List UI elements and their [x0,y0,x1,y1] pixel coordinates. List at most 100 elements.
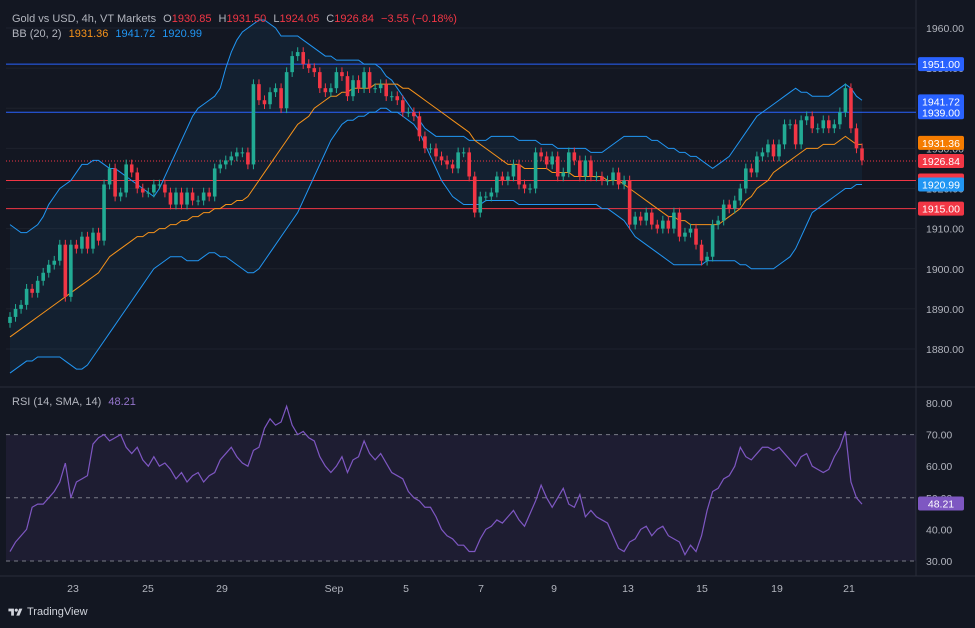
candle-body [744,168,748,189]
candle-body [688,228,693,233]
candle-body [738,188,743,201]
candle-body [821,120,826,129]
bb-mid-line [9,83,862,338]
candle-body [782,124,787,145]
candle-body [107,168,112,185]
rsi-tick-label: 70.00 [926,430,952,442]
candle-body [345,76,350,97]
candle-body [605,180,610,182]
candle-body [318,72,322,89]
candle-body [677,212,682,237]
candle-body [212,168,217,197]
candle-body [417,116,422,137]
candle-body [163,184,167,193]
time-tick-label: 21 [843,583,855,595]
level-tag-1939.00-bg [918,105,964,120]
candle-body [168,192,173,205]
rsi-line [9,404,863,557]
price-tick-label: 1960.00 [926,23,964,35]
candle-body [788,124,792,126]
candle-body [323,88,328,93]
candle-body [295,52,300,57]
candle-body [240,152,245,154]
candle-body [185,192,189,205]
time-tick-label: 13 [622,583,634,595]
candle-body [594,176,599,178]
price-tag-1941.72-bg [918,94,964,109]
candle-body [235,152,239,157]
rsi-tick-label: 30.00 [926,556,952,568]
candle-body [251,84,256,165]
candle-body [306,64,311,69]
candle-body [760,152,765,157]
price-tick-label: 1890.00 [926,304,964,316]
tradingview-logo-icon [8,608,23,616]
candle-body [373,88,377,90]
candle-body [74,244,79,249]
candle-body [705,256,709,261]
candle-body [661,220,665,229]
candle-body [19,304,23,309]
candle-body [135,172,140,189]
candle-body [544,156,549,165]
tradingview-logo[interactable]: TradingView [8,606,88,618]
candle-body [672,212,676,229]
price-tag-1920.99-bg [918,177,964,192]
bb-fill [10,19,862,374]
candle-body [69,244,73,297]
rsi-tick-label: 60.00 [926,461,952,473]
candle-body [356,80,361,89]
candle-body [268,92,272,105]
rsi-background-band [6,434,916,561]
candle-body [450,164,455,169]
open-label: O [163,13,172,25]
price-tag-1931.36-bg [918,135,964,150]
bb-label: BB (20, 2) [12,28,62,40]
level-tag-1939.00: 1939.00 [922,107,960,119]
candle-body [849,88,853,129]
candle-body [500,176,505,181]
symbol-legend: Gold vs USD, 4h, VT Markets O1930.85 H19… [12,13,461,25]
tradingview-brand: TradingView [27,606,88,618]
level-tag-1915.00-bg [918,201,964,216]
candle-body [793,124,798,145]
candle-body [555,156,560,177]
time-tick-label: 29 [216,583,228,595]
candle-body [766,144,770,153]
candle-body [854,128,859,149]
candles [8,47,864,328]
candle-body [384,84,389,97]
price-tick-label: 1910.00 [926,224,964,236]
close-value: 1926.84 [334,13,374,25]
candle-body [174,192,178,205]
candle-body [815,128,820,130]
price-tag-1920.99: 1920.99 [922,180,960,192]
candle-body [777,144,781,157]
candle-body [367,72,372,89]
candle-body [727,204,732,209]
bb-upper-line [9,19,863,234]
price-tag-1926.84: 1926.84 [922,156,960,168]
bb-lower-line [9,107,862,374]
candle-body [434,148,438,157]
rsi-label: RSI (14, SMA, 14) [12,396,102,408]
rsi-legend-value: 48.21 [108,396,136,408]
time-tick-label: 15 [696,583,708,595]
high-label: H [218,13,227,25]
bb-legend: BB (20, 2) 1931.36 1941.72 1920.99 [12,28,206,40]
candle-body [694,228,698,245]
price-tick-label: 1880.00 [926,344,964,356]
candle-body [638,216,643,221]
candle-body [30,288,34,293]
candle-body [290,56,294,73]
candle-body [832,124,837,129]
candle-body [257,84,261,101]
candle-body [478,196,483,213]
candle-body [46,264,51,273]
candle-body [152,184,156,193]
candle-body [129,164,134,173]
candle-body [80,236,84,249]
candle-body [627,180,632,225]
candle-body [589,160,593,177]
